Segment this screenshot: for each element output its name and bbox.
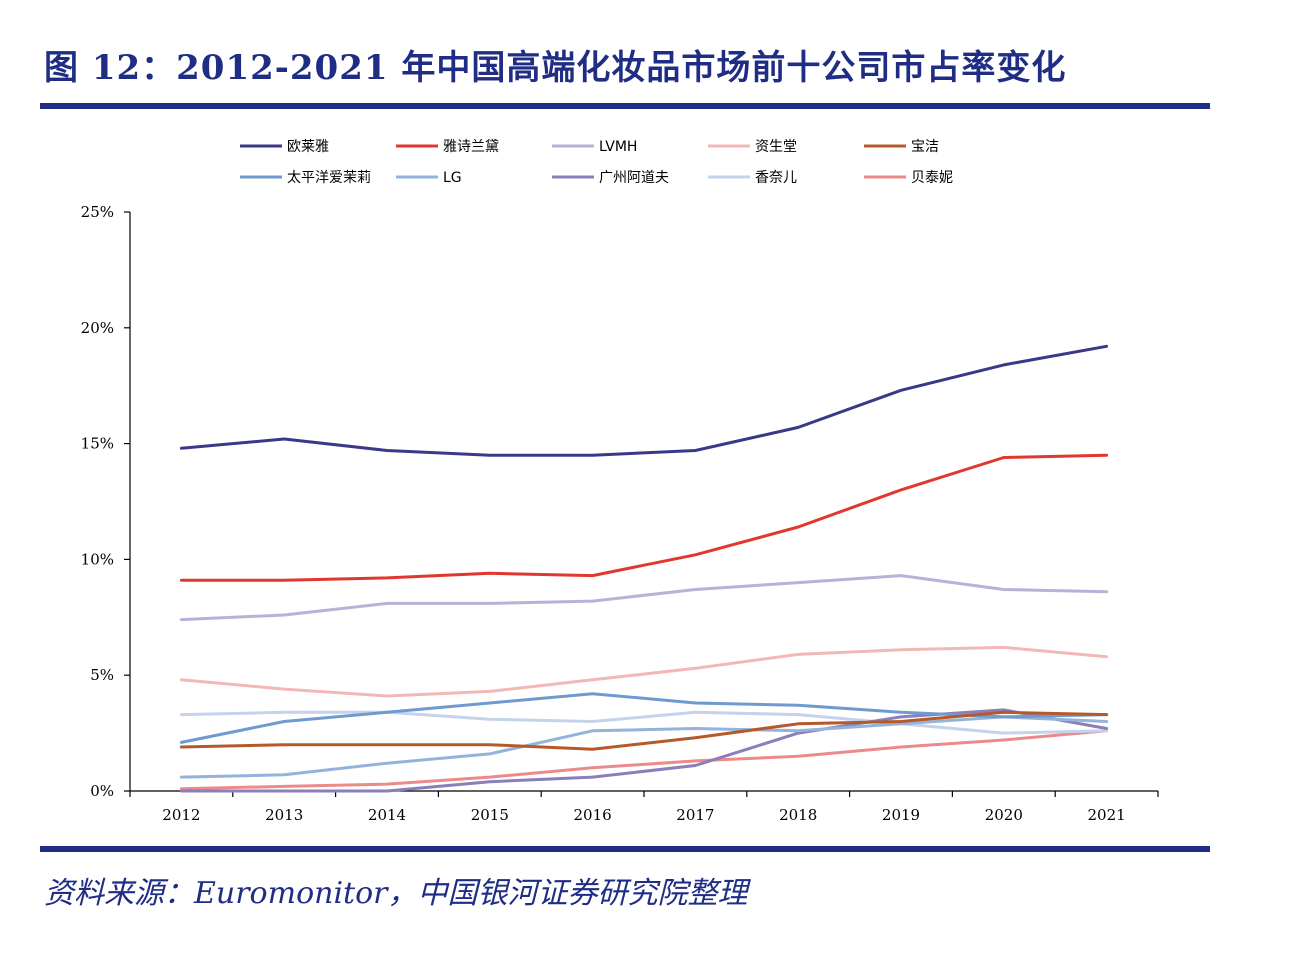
legend-label: 香奈儿: [755, 170, 797, 186]
series-line: [179, 710, 1109, 751]
x-tick-label: 2015: [471, 806, 509, 824]
series-line: [179, 574, 1109, 622]
x-tick-label: 2016: [574, 806, 612, 824]
x-tick-label: 2012: [162, 806, 200, 824]
x-tick-label: 2017: [676, 806, 714, 824]
y-tick-label: 5%: [90, 666, 114, 684]
x-tick-label: 2020: [985, 806, 1023, 824]
series-line: [179, 729, 1109, 791]
series-line: [179, 645, 1109, 698]
legend-label: 欧莱雅: [287, 139, 329, 155]
source-rule: [40, 846, 1210, 852]
y-tick-label: 0%: [90, 782, 114, 800]
legend-label: 雅诗兰黛: [443, 139, 499, 155]
title-rule: [40, 103, 1210, 109]
series-line: [179, 708, 1109, 793]
x-tick-label: 2014: [368, 806, 406, 824]
legend-label: LG: [443, 170, 462, 186]
legend-label: 广州阿道夫: [599, 170, 669, 186]
y-tick-label: 25%: [81, 203, 114, 221]
legend-label: 太平洋爱茉莉: [287, 169, 371, 186]
source-note: 资料来源：Euromonitor，中国银河证券研究院整理: [44, 876, 748, 911]
x-tick-label: 2019: [882, 806, 920, 824]
x-tick-label: 2021: [1088, 806, 1126, 824]
x-tick-label: 2013: [265, 806, 303, 824]
series-line: [179, 692, 1109, 744]
legend-label: 宝洁: [911, 139, 939, 155]
series-line: [179, 715, 1109, 779]
series-line: [179, 344, 1109, 457]
x-tick-label: 2018: [779, 806, 817, 824]
figure-title: 图 12：2012-2021 年中国高端化妆品市场前十公司市占率变化: [44, 48, 1067, 88]
series-line: [179, 453, 1109, 582]
legend-label: 资生堂: [755, 139, 797, 155]
chart-axes: 0% 5% 10% 15% 20% 25% 2012 2013 2014 2015 2016 2017…: [81, 203, 1159, 824]
y-tick-label: 15%: [81, 435, 114, 453]
legend-label: 贝泰妮: [911, 170, 953, 186]
chart-series: [179, 344, 1109, 793]
series-line: [179, 710, 1109, 735]
y-tick-label: 10%: [81, 550, 114, 568]
legend-label: LVMH: [599, 139, 637, 155]
y-tick-label: 20%: [81, 319, 114, 337]
